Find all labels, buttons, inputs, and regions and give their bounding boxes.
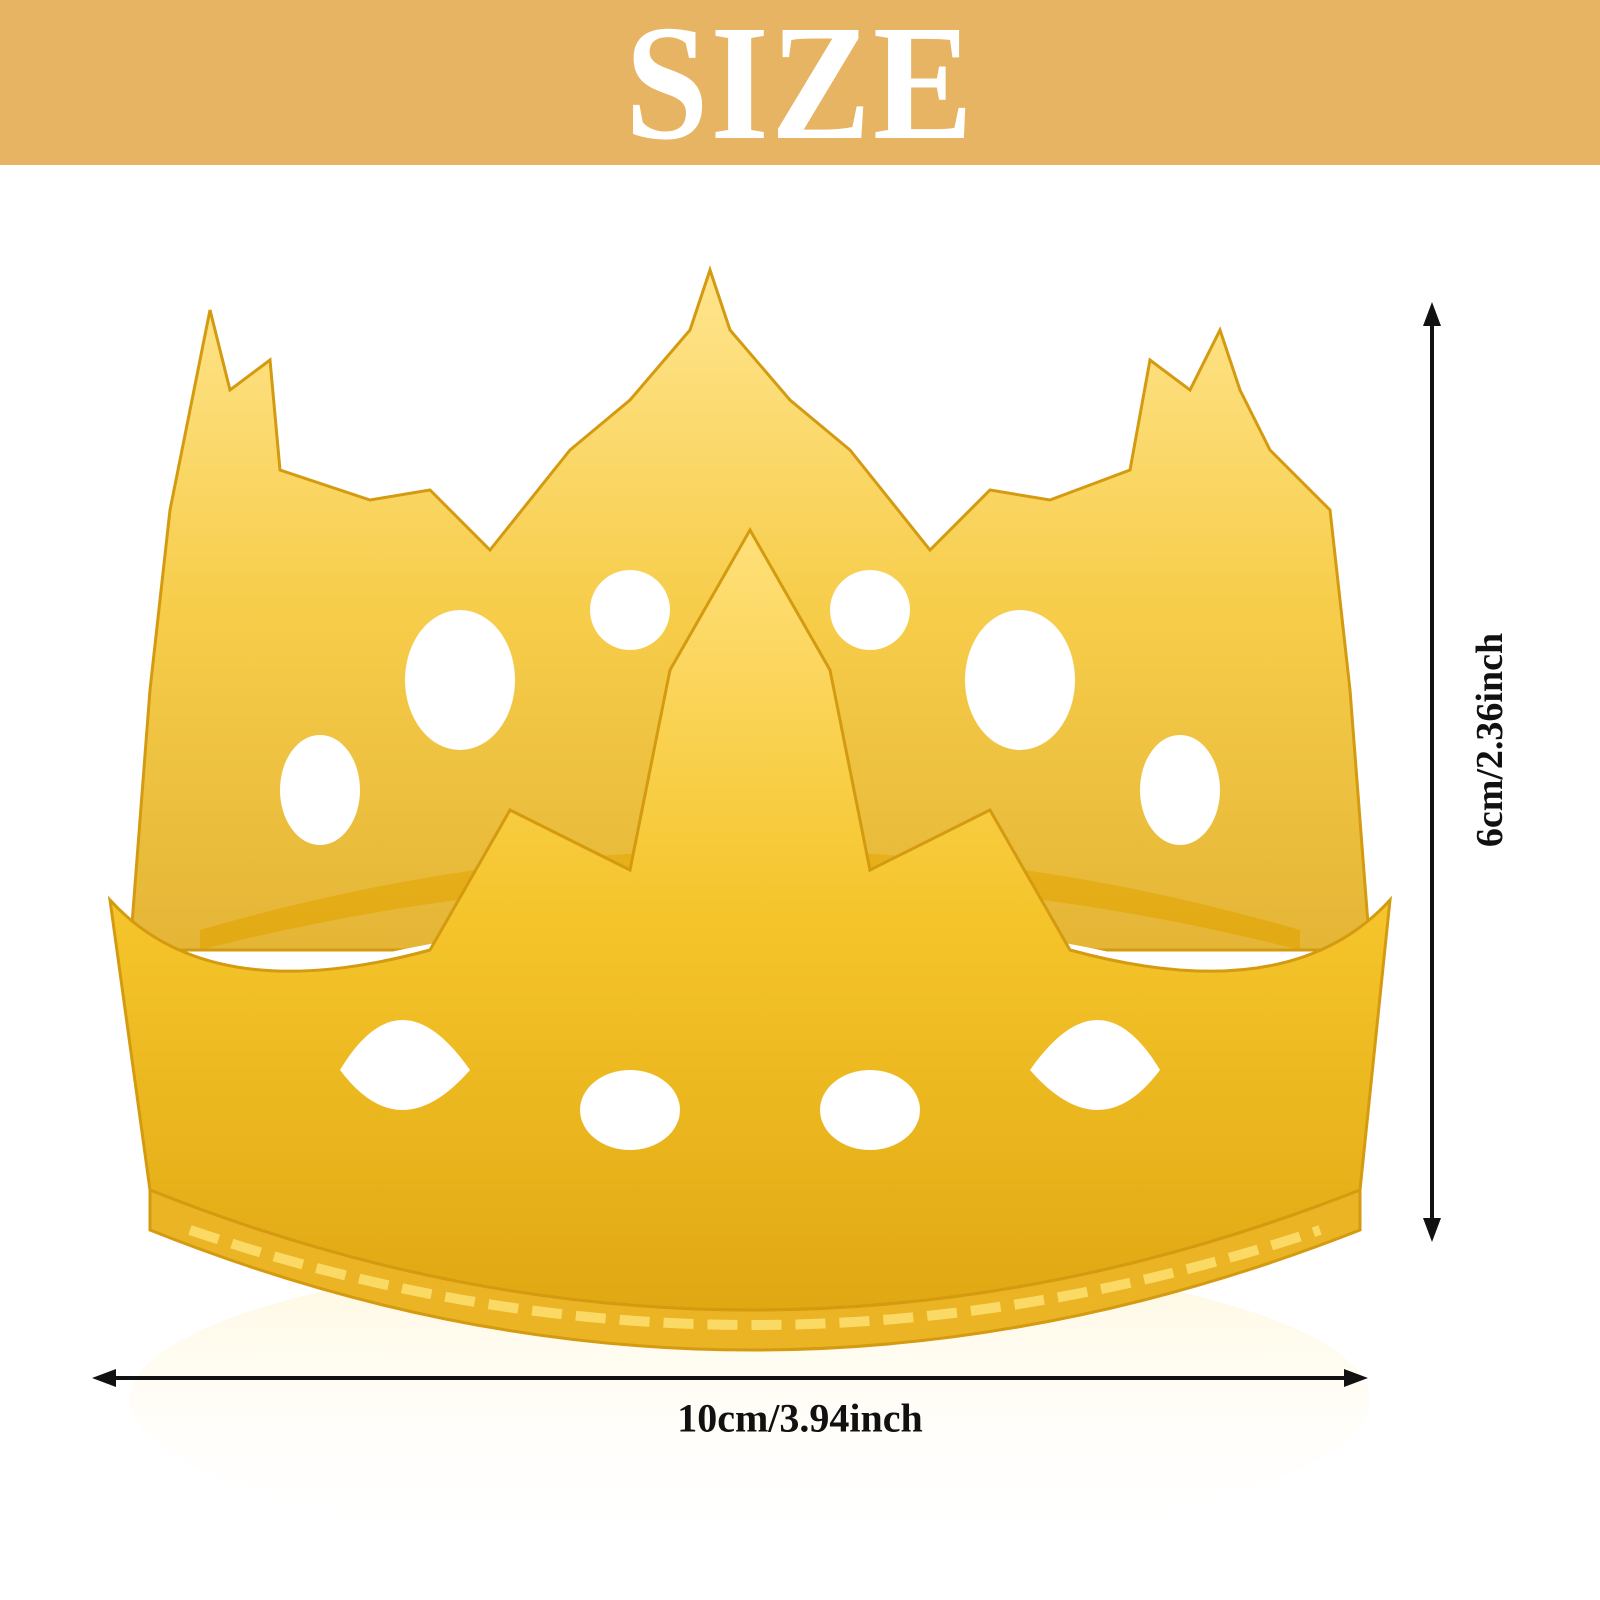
size-banner: SIZE	[0, 0, 1600, 165]
height-dimension-label: 6cm/2.36inch	[1469, 632, 1511, 848]
gold-crown-image	[107, 265, 1392, 1550]
width-dimension-label: 10cm/3.94inch	[677, 1395, 923, 1441]
banner-title: SIZE	[625, 0, 975, 174]
